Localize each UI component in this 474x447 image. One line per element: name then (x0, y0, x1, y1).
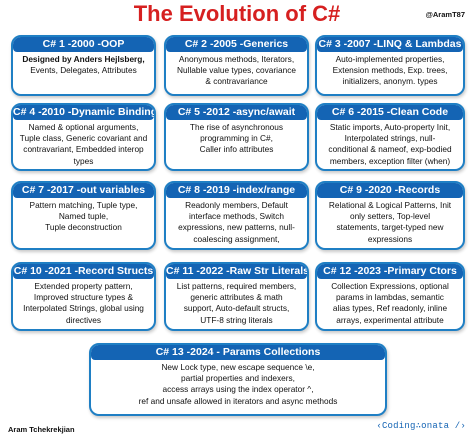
card-csharp-12: C# 12 -2023 -Primary Ctors Collection Ex… (315, 262, 465, 331)
card-heading: C# 9 -2020 -Records (317, 183, 463, 198)
card-line: Tuple deconstruction (45, 222, 122, 233)
page-title: The Evolution of C# (133, 1, 341, 26)
card-line: Pattern matching, Tuple type, (29, 200, 138, 210)
card-bold-line: Designed by Anders Hejlsberg, (22, 54, 145, 64)
brand-logo: ‹Coding∴onata /› (376, 421, 466, 431)
card-heading: C# 8 -2019 -index/range (166, 183, 307, 198)
card-line: Events, Delegates, Attributes (30, 65, 137, 76)
card-line: types (73, 155, 94, 166)
card-body: Relational & Logical Patterns, Init only… (317, 198, 463, 245)
card-line: UTF-8 string literals (200, 314, 273, 325)
card-line: expressions (367, 233, 413, 244)
card-line: Anonymous methods, Iterators, (178, 54, 295, 64)
card-body: New Lock type, new escape sequence \e, p… (91, 360, 385, 407)
card-line: programming in C#, (200, 133, 273, 144)
card-line: statements, target-typed new (336, 222, 444, 233)
card-line: Nullable value types, covariance (177, 65, 296, 76)
card-line: contravariant, Embedded interop (23, 144, 144, 155)
card-body: The rise of asynchronous programming in … (166, 120, 307, 156)
card-body: Extended property pattern, Improved stru… (13, 279, 154, 326)
card-csharp-9: C# 9 -2020 -Records Relational & Logical… (315, 181, 465, 250)
card-line: Auto-implemented properties, (335, 54, 445, 64)
card-csharp-3: C# 3 -2007 -LINQ & Lambdas Auto-implemen… (315, 35, 465, 96)
card-line: Relational & Logical Patterns, Init (328, 200, 452, 210)
card-line: & contravariance (205, 76, 268, 87)
card-line: Improved structure types & (33, 292, 134, 303)
card-line: Interpolated strings, null- (344, 133, 436, 144)
card-heading: C# 6 -2015 -Clean Code (317, 105, 463, 120)
card-line: partial properties and indexers, (181, 373, 295, 384)
card-line: Named & optional arguments, (28, 122, 139, 132)
card-line: List patterns, required members, (176, 281, 297, 291)
card-body: Named & optional arguments, Tuple class,… (13, 120, 154, 167)
card-csharp-2: C# 2 -2005 -Generics Anonymous methods, … (164, 35, 309, 96)
card-body: Readonly members, Default interface meth… (166, 198, 307, 245)
card-line: interface methods, Switch (189, 211, 284, 222)
author-name: Aram Tchekrekjian (8, 425, 75, 434)
card-body: Designed by Anders Hejlsberg, Events, De… (13, 52, 154, 76)
card-heading: C# 5 -2012 -async/await (166, 105, 307, 120)
card-line: Named tuple, (58, 211, 109, 222)
card-line: alias types, Ref readonly, inline (332, 303, 448, 314)
card-heading: C# 2 -2005 -Generics (166, 37, 307, 52)
card-line: arrays, experimental attribute (336, 314, 444, 325)
card-csharp-7: C# 7 -2017 -out variables Pattern matchi… (11, 181, 156, 250)
card-csharp-8: C# 8 -2019 -index/range Readonly members… (164, 181, 309, 250)
card-body: Anonymous methods, Iterators, Nullable v… (166, 52, 307, 88)
card-line: Extension methods, Exp. trees, (332, 65, 448, 76)
card-line: only setters, Top-level (349, 211, 431, 222)
card-line: conditional & nameof, exp-bodied (328, 144, 452, 155)
card-heading: C# 1 -2000 -OOP (13, 37, 154, 52)
card-line: Static imports, Auto-property Init, (329, 122, 451, 132)
card-line: Extended property pattern, (34, 281, 133, 291)
card-heading: C# 13 -2024 - Params Collections (91, 345, 385, 360)
card-csharp-10: C# 10 -2021 -Record Structs Extended pro… (11, 262, 156, 331)
card-line: Caller info attributes (199, 144, 274, 155)
card-line: directives (65, 314, 102, 325)
card-line: Tuple class, Generic covariant and (19, 133, 148, 144)
card-heading: C# 10 -2021 -Record Structs (13, 264, 154, 279)
card-line: access arrays using the index operator ^… (162, 384, 314, 395)
card-line: expressions, new patterns, null- (178, 222, 295, 233)
card-line: coalescing assignment, (193, 233, 280, 244)
card-csharp-6: C# 6 -2015 -Clean Code Static imports, A… (315, 103, 465, 171)
card-line: The rise of asynchronous (189, 122, 284, 132)
card-csharp-4: C# 4 -2010 -Dynamic Binding Named & opti… (11, 103, 156, 171)
card-csharp-5: C# 5 -2012 -async/await The rise of asyn… (164, 103, 309, 171)
card-body: Auto-implemented properties, Extension m… (317, 52, 463, 88)
card-csharp-1: C# 1 -2000 -OOP Designed by Anders Hejls… (11, 35, 156, 96)
card-body: Static imports, Auto-property Init, Inte… (317, 120, 463, 167)
card-line: initializers, anonym. types (342, 76, 438, 87)
card-heading: C# 7 -2017 -out variables (13, 183, 154, 198)
card-line: New Lock type, new escape sequence \e, (161, 362, 315, 372)
card-line: support, Auto-default structs, (183, 303, 290, 314)
card-body: Pattern matching, Tuple type, Named tupl… (13, 198, 154, 234)
card-line: ref and unsafe allowed in iterators and … (138, 395, 338, 406)
card-line: Collection Expressions, optional (331, 281, 449, 291)
card-line: params in lambdas, semantic (336, 292, 444, 303)
card-line: Readonly members, Default (185, 200, 288, 210)
card-csharp-13: C# 13 -2024 - Params Collections New Loc… (89, 343, 387, 416)
card-heading: C# 11 -2022 -Raw Str Literals (166, 264, 307, 279)
card-heading: C# 4 -2010 -Dynamic Binding (13, 105, 154, 120)
card-body: Collection Expressions, optional params … (317, 279, 463, 326)
card-heading: C# 12 -2023 -Primary Ctors (317, 264, 463, 279)
card-line: generic attributes & math (190, 292, 283, 303)
card-body: List patterns, required members, generic… (166, 279, 307, 326)
card-line: Interpolated Strings, global using (23, 303, 144, 314)
card-heading: C# 3 -2007 -LINQ & Lambdas (317, 37, 463, 52)
card-csharp-11: C# 11 -2022 -Raw Str Literals List patte… (164, 262, 309, 331)
author-handle: @AramT87 (425, 10, 465, 19)
card-line: members, exception filter (when) (329, 155, 451, 166)
